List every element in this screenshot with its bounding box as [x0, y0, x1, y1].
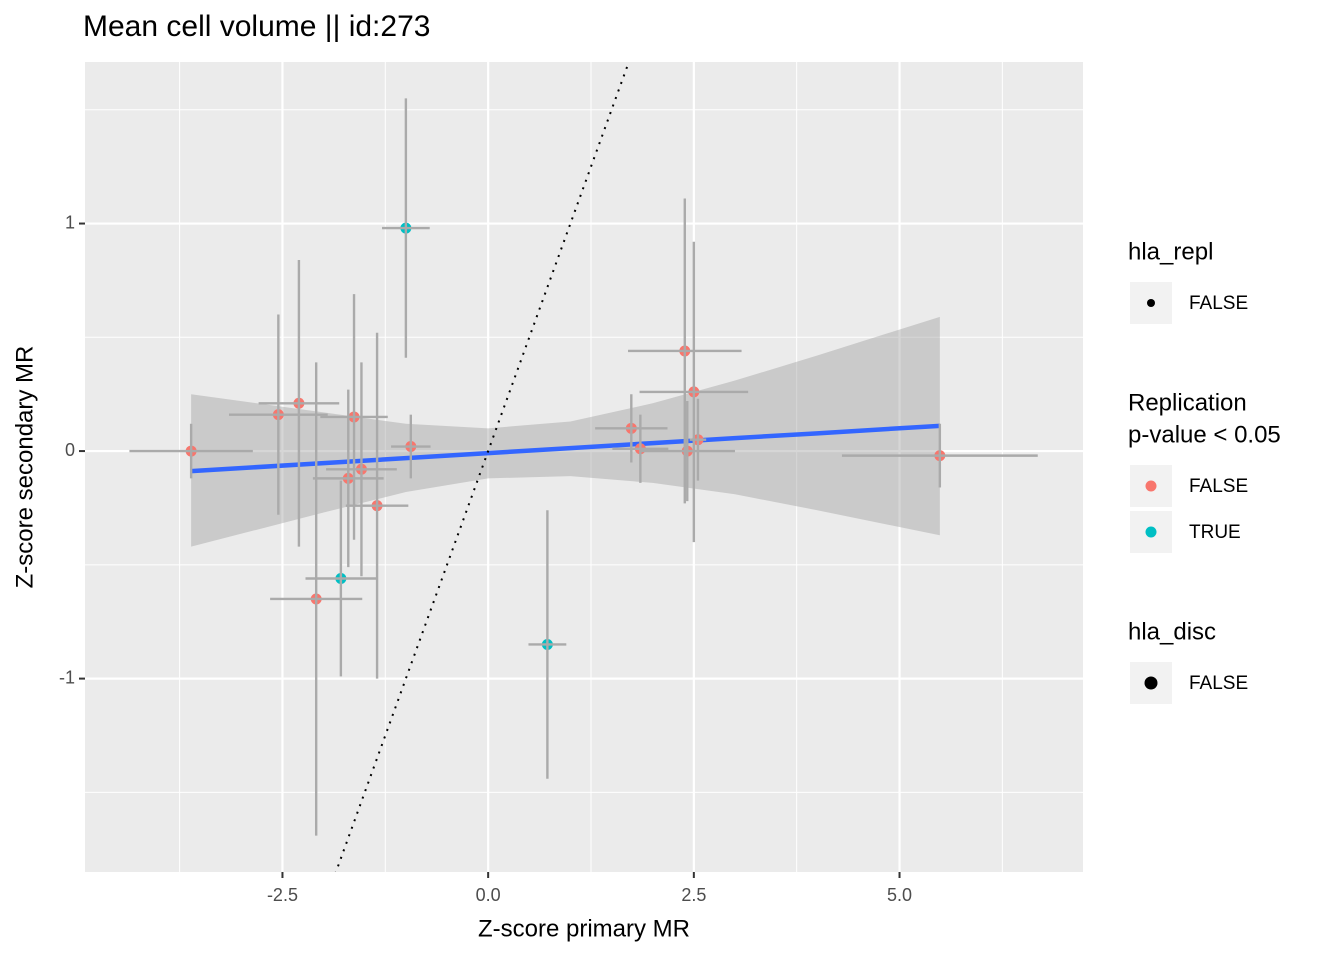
y-axis-title: Z-score secondary MR: [11, 346, 38, 589]
legend-label: FALSE: [1189, 673, 1248, 694]
legend-title: hla_disc: [1128, 618, 1216, 645]
x-tick-label: -2.5: [267, 885, 298, 905]
legend-swatch: [1145, 526, 1157, 538]
x-tick-label: 5.0: [887, 885, 912, 905]
legend-title: Replication: [1128, 389, 1247, 416]
chart-title: Mean cell volume || id:273: [83, 10, 430, 43]
legend: hla_repl FALSE Replication p-value < 0.05 FA…: [1128, 238, 1281, 704]
y-tick-label: -1: [59, 667, 75, 687]
legend-title: p-value < 0.05: [1128, 421, 1281, 448]
y-tick-label: 0: [65, 440, 75, 460]
x-axis-title: Z-score primary MR: [478, 915, 690, 942]
regression-line: [190, 423, 940, 474]
confidence-ribbon: [191, 316, 940, 547]
y-tick-label: 1: [65, 212, 75, 232]
legend-swatch: [1145, 480, 1157, 492]
axes: -2.5 0.0 2.5 5.0 -1 0 1: [59, 212, 912, 904]
x-tick-label: 0.0: [476, 885, 501, 905]
x-tick-label: 2.5: [681, 885, 706, 905]
legend-label: TRUE: [1189, 522, 1241, 543]
legend-swatch: [1144, 676, 1158, 690]
legend-swatch: [1147, 299, 1155, 307]
plot-area: [129, 62, 1038, 872]
legend-title: hla_repl: [1128, 238, 1213, 265]
legend-label: FALSE: [1189, 293, 1248, 314]
legend-label: FALSE: [1189, 476, 1248, 497]
